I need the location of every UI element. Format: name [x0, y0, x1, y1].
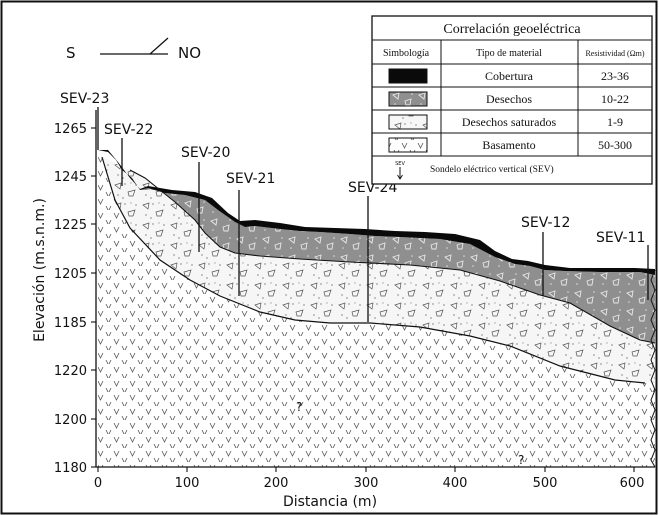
y-tick-labels: 1265 1245 1225 1205 1185 1220 1200 1180 [54, 122, 87, 476]
x-tick-label: 100 [175, 476, 200, 491]
sev-20-label: SEV-20 [181, 145, 230, 161]
legend-resistivity-basement: 50-300 [598, 138, 632, 152]
legend-header-symbology: Simbología [383, 48, 430, 59]
x-axis-title: Distancia (m) [283, 494, 377, 510]
sev-21-label: SEV-21 [226, 171, 275, 187]
legend-header-material: Tipo de material [476, 48, 542, 59]
sev-12-label: SEV-12 [521, 215, 570, 231]
x-tick-labels: 0 100 200 300 400 500 600 [94, 476, 645, 491]
uncertainty-mark-2: ? [518, 453, 524, 467]
sev-soundings: SEV-23 SEV-22 SEV-20 SEV-21 SEV-24 SEV-1… [60, 91, 649, 322]
y-tick-label: 1245 [54, 170, 87, 185]
y-tick-label: 1185 [54, 316, 87, 331]
sev-23-label: SEV-23 [60, 91, 109, 107]
legend-swatch-saturated [388, 114, 428, 130]
legend-material-basement: Basamento [482, 138, 535, 152]
geology-layers [98, 150, 656, 468]
legend-material-cover: Cobertura [485, 69, 534, 83]
x-tick-label: 0 [94, 476, 102, 491]
y-tick-label: 1220 [54, 364, 87, 379]
x-tick-label: 200 [264, 476, 289, 491]
uncertainty-mark-1: ? [296, 400, 302, 414]
axes: 1265 1245 1225 1205 1185 1220 1200 1180 … [32, 110, 655, 510]
x-tick-label: 600 [620, 476, 645, 491]
basement-top-boundary [101, 156, 646, 384]
y-tick-marks [91, 127, 96, 468]
y-axis-title: Elevación (m.s.n.m.) [32, 198, 48, 342]
legend-resistivity-saturated: 1-9 [607, 115, 623, 129]
saturated-debris-layer [102, 157, 655, 383]
x-tick-marks [97, 467, 635, 472]
legend-resistivity-debris: 10-22 [601, 92, 629, 106]
legend-table: Correlación geoeléctrica Simbología Tipo… [371, 15, 653, 185]
saturated-top-boundary [129, 169, 656, 344]
y-tick-label: 1200 [54, 413, 87, 428]
section-right-edge [650, 269, 656, 468]
compass-south-label: S [66, 44, 76, 62]
sev-22-label: SEV-22 [104, 122, 153, 138]
legend-sev-note: Sondelo eléctrico vertical (SEV) [430, 164, 554, 175]
legend-title: Correlación geoeléctrica [443, 22, 581, 37]
y-tick-label: 1265 [54, 122, 87, 137]
sev-11-label: SEV-11 [596, 230, 645, 246]
x-tick-label: 400 [443, 476, 468, 491]
y-tick-label: 1225 [54, 218, 87, 233]
y-tick-label: 1180 [54, 461, 87, 476]
legend-swatch-basement [388, 137, 428, 153]
legend-resistivity-cover: 23-36 [601, 69, 629, 83]
y-tick-label: 1205 [54, 267, 87, 282]
legend-swatch-cover [388, 68, 428, 84]
x-tick-label: 300 [354, 476, 379, 491]
x-tick-label: 500 [533, 476, 558, 491]
legend-swatch-debris [388, 91, 428, 107]
compass-northwest-label: NO [178, 44, 201, 62]
sev-symbol-label: SEV [395, 161, 405, 167]
compass-indicator: S NO [66, 37, 201, 62]
legend-material-debris: Desechos [486, 92, 532, 106]
legend-header-resistivity: Resistividad (Ωm) [585, 49, 644, 58]
sev-symbol-icon: SEV [395, 161, 405, 180]
legend-material-saturated: Desechos saturados [462, 115, 557, 129]
debris-layer [140, 188, 655, 343]
basement-layer [98, 150, 655, 467]
compass-arrow [100, 37, 169, 55]
